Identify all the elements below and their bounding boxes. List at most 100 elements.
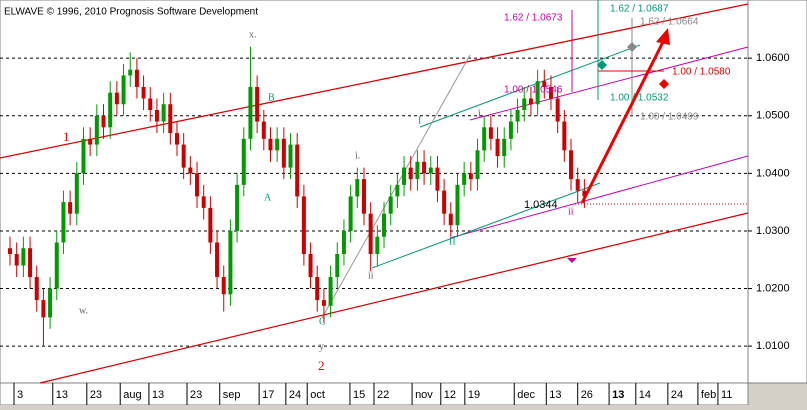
candle-body: [348, 196, 353, 231]
candle: [488, 115, 493, 151]
y-axis-area: [747, 0, 807, 384]
candle-body: [208, 207, 213, 243]
candle-body: [108, 92, 113, 128]
candle-body: [21, 248, 26, 266]
x-tick-label: 23: [90, 389, 102, 401]
candle-body: [428, 167, 433, 174]
candle: [174, 121, 179, 157]
x-tick-label: 19: [468, 389, 480, 401]
x-tick-label: oct: [310, 389, 325, 401]
candle-body: [535, 81, 540, 105]
candle: [388, 184, 393, 226]
annotation: i.: [355, 150, 360, 161]
candle: [134, 58, 139, 99]
candle: [255, 75, 260, 134]
candle-body: [114, 92, 119, 105]
candle-body: [255, 86, 260, 122]
trend-line: [0, 3, 749, 159]
candle: [54, 230, 59, 301]
candle: [348, 184, 353, 243]
candle: [522, 86, 527, 122]
candle: [148, 86, 153, 122]
annotation: C: [319, 316, 326, 327]
candle: [228, 219, 233, 306]
candle-body: [68, 202, 73, 214]
candle-body: [375, 236, 380, 254]
candle-body: [8, 248, 13, 254]
x-tick-label: feb: [701, 389, 716, 401]
candle-body: [335, 253, 340, 278]
trend-line: [419, 44, 641, 128]
annotation: 1.00 / 1.0546: [504, 85, 563, 96]
candle: [368, 202, 373, 272]
annotation: A: [264, 192, 272, 203]
candle-body: [154, 110, 159, 122]
annotation: 1: [63, 129, 70, 144]
annotation: II: [449, 236, 456, 247]
candle: [208, 196, 213, 254]
candle: [382, 202, 387, 249]
candle: [515, 98, 520, 134]
candle: [535, 69, 540, 116]
annotation: x.: [249, 29, 257, 40]
candle: [268, 127, 273, 162]
candle-body: [174, 133, 179, 145]
candle: [321, 288, 326, 324]
target-marker: [597, 60, 607, 70]
candle: [74, 161, 79, 226]
candle-body: [555, 98, 560, 122]
candle-body: [455, 184, 460, 226]
candle: [94, 104, 99, 157]
candle-body: [522, 98, 527, 111]
candle: [281, 127, 286, 180]
candle-body: [575, 179, 580, 191]
trend-line: [449, 155, 749, 239]
candle-body: [388, 196, 393, 214]
x-tick-label: nov: [415, 389, 433, 401]
annotation: 1.00 / 1.0532: [610, 93, 669, 104]
candle-body: [61, 202, 66, 243]
x-tick-label: dec: [517, 389, 535, 401]
candle: [61, 190, 66, 254]
candle-body: [482, 127, 487, 151]
candle: [422, 150, 427, 185]
candle: [275, 127, 280, 162]
y-tick-label: 1.0600: [756, 52, 790, 64]
plot-area: [0, 0, 749, 384]
candle: [181, 133, 186, 180]
candle-body: [128, 69, 133, 76]
candle-body: [308, 253, 313, 278]
candle: [215, 230, 220, 289]
candle-body: [315, 277, 320, 301]
candle: [128, 52, 133, 87]
trend-line: [371, 182, 601, 269]
candle: [48, 277, 53, 329]
candle-body: [221, 277, 226, 295]
candle: [308, 242, 313, 289]
annotation: 1.00 / 1.0580: [672, 67, 731, 78]
candle-body: [195, 173, 200, 197]
target-marker: [627, 42, 637, 52]
candle-body: [582, 190, 587, 197]
chart-title: ELWAVE © 1996, 2010 Prognosis Software D…: [4, 7, 258, 18]
trend-lines: [0, 0, 749, 384]
candle-body: [88, 138, 93, 145]
candle: [68, 190, 73, 226]
candle-body: [361, 179, 366, 214]
candle: [482, 115, 487, 162]
candle-body: [134, 69, 139, 87]
candle-body: [48, 288, 53, 318]
candle: [41, 288, 46, 347]
y-tick-label: 1.0400: [756, 167, 790, 179]
candle-body: [462, 173, 467, 185]
annotation: ii: [568, 206, 574, 217]
candle: [81, 127, 86, 185]
candle-body: [408, 167, 413, 180]
candle: [101, 104, 106, 139]
candle: [154, 98, 159, 134]
x-tick-label: sep: [223, 389, 241, 401]
candle-body: [288, 144, 293, 168]
annotation: 1.62 / 1.0673: [504, 13, 563, 24]
candle-body: [181, 144, 186, 168]
